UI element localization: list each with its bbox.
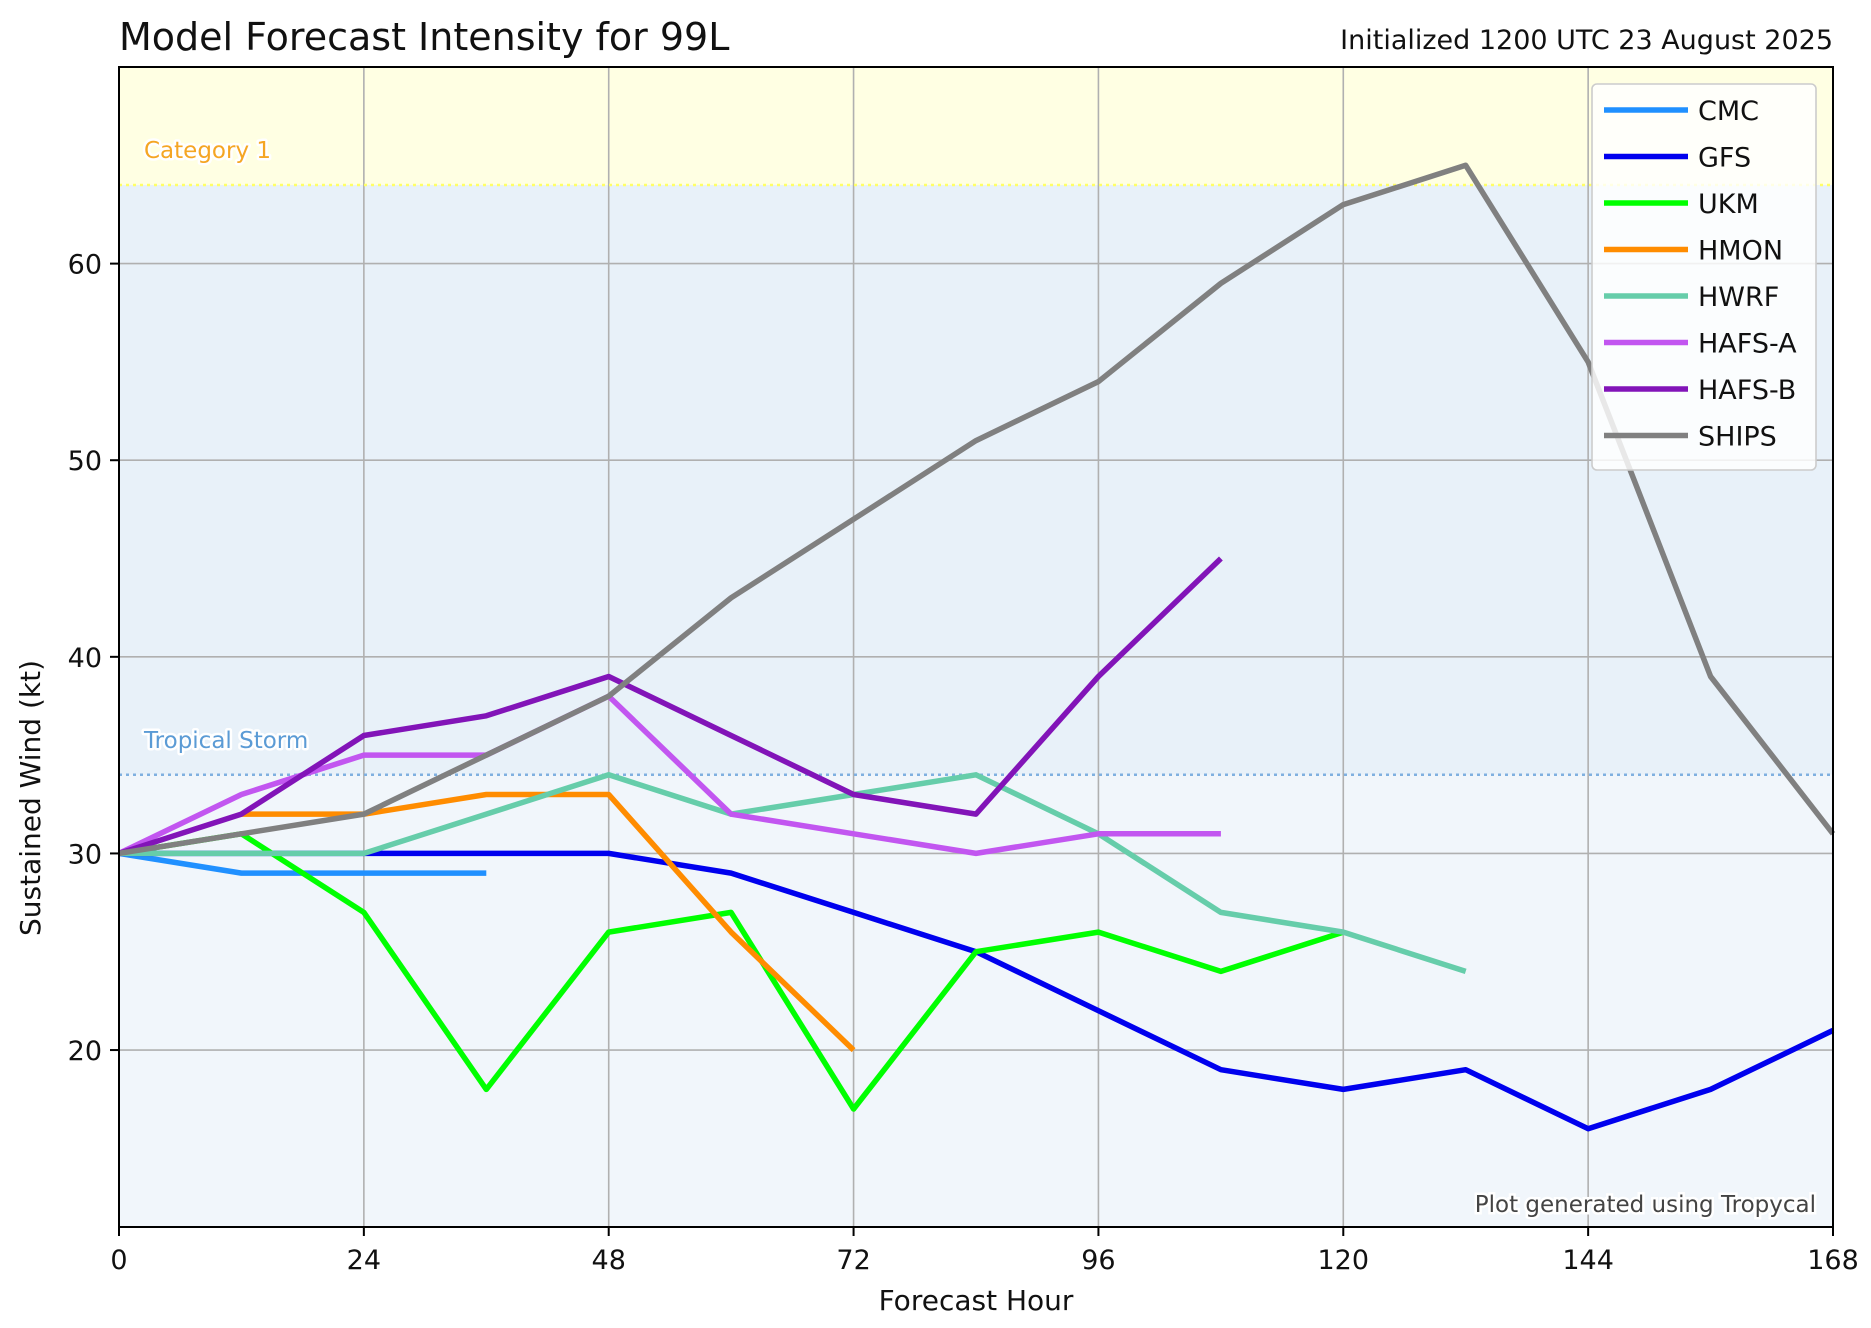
series-line-hafs-b (118, 556, 1223, 857)
grid-lines (118, 67, 1834, 1227)
legend-label-hwrf: HWRF (1698, 282, 1779, 313)
y-tick-label-60: 60 (68, 250, 102, 281)
legend-label-hmon: HMON (1698, 236, 1783, 267)
legend-label-ships: SHIPS (1698, 422, 1777, 453)
legend: CMC GFS UKM HMON HWRF HAFS-A HAFS-B SHIPS (1591, 83, 1817, 471)
x-tick-label-96: 96 (1081, 1245, 1115, 1276)
threshold-label-tropical-storm: Tropical Storm (143, 728, 308, 754)
series-line-ukm (118, 831, 1345, 1112)
intensity-bands (119, 67, 1833, 1227)
tick-labels: 0 24 48 72 96 120 144 168 20 30 40 50 60 (68, 250, 1859, 1276)
x-tick-label-168: 168 (1807, 1245, 1859, 1276)
threshold-label-category-1: Category 1 (144, 138, 271, 164)
x-tick-label-0: 0 (110, 1245, 127, 1276)
credit-text: Plot generated using Tropycal (1475, 1192, 1816, 1218)
intensity-band-1 (119, 184, 1833, 775)
x-axis-label: Forecast Hour (879, 1284, 1074, 1317)
axes (110, 66, 1834, 1236)
series-lines (117, 162, 1836, 1132)
y-tick-label-20: 20 (68, 1036, 102, 1067)
y-tick-label-30: 30 (68, 839, 102, 870)
x-tick-label-72: 72 (836, 1245, 870, 1276)
x-tick-label-24: 24 (347, 1245, 381, 1276)
x-tick-label-144: 144 (1562, 1245, 1614, 1276)
series-line-hwrf (119, 772, 1467, 975)
y-axis-label: Sustained Wind (kt) (14, 660, 47, 936)
legend-box (1591, 83, 1817, 471)
legend-label-gfs: GFS (1698, 143, 1751, 174)
legend-label-hafs-b: HAFS-B (1698, 375, 1796, 406)
intensity-band-2 (119, 67, 1833, 185)
plot-frame (118, 66, 1834, 1228)
series-line-ships (118, 162, 1836, 857)
y-tick-label-50: 50 (68, 446, 102, 477)
legend-label-ukm: UKM (1698, 189, 1759, 220)
chart-subtitle: Initialized 1200 UTC 23 August 2025 (1340, 25, 1833, 56)
legend-label-hafs-a: HAFS-A (1698, 329, 1797, 360)
y-tick-label-40: 40 (68, 643, 102, 674)
legend-label-cmc: CMC (1698, 96, 1759, 127)
x-tick-label-120: 120 (1318, 1245, 1370, 1276)
intensity-band-0 (119, 774, 1833, 1227)
chart-title: Model Forecast Intensity for 99L (119, 15, 729, 59)
x-tick-label-48: 48 (592, 1245, 626, 1276)
